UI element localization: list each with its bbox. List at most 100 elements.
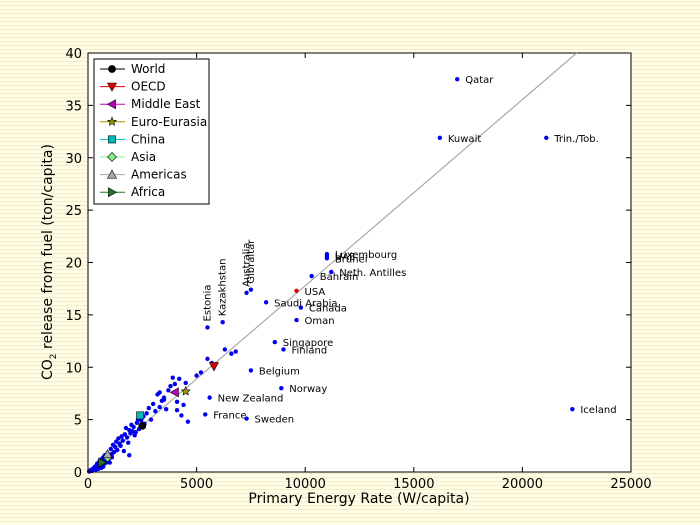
label-uae: UAE — [335, 252, 355, 263]
point-kuwait — [437, 135, 443, 141]
country-point — [174, 407, 180, 413]
y-tick-label: 10 — [65, 361, 82, 376]
label-singapore: Singapore — [283, 338, 333, 349]
country-point — [157, 390, 162, 395]
label-norway: Norway — [289, 384, 327, 395]
point-brunei — [324, 256, 330, 261]
region-africa-marker — [98, 457, 108, 468]
point-trin-tob — [544, 135, 549, 141]
x-tick-label: 5000 — [180, 477, 213, 492]
country-point — [116, 436, 121, 441]
country-point — [139, 418, 144, 423]
legend-label-asia: Asia — [131, 150, 156, 164]
country-point — [120, 438, 125, 443]
legend-marker-africa — [108, 187, 118, 198]
label-belgium: Belgium — [259, 366, 300, 377]
x-tick-label: 20000 — [502, 477, 543, 492]
country-point — [124, 435, 130, 440]
legend-marker-americas — [106, 169, 118, 179]
country-point — [205, 356, 210, 362]
country-point — [174, 399, 180, 405]
label-kazakhstan: Kazakhstan — [218, 259, 229, 317]
country-point — [123, 425, 129, 431]
point-france — [203, 412, 208, 417]
region-world-marker — [138, 422, 147, 430]
country-point — [148, 417, 154, 422]
country-point — [107, 460, 112, 465]
country-point — [127, 453, 132, 458]
country-point — [119, 434, 124, 439]
legend-marker-asia — [107, 152, 117, 162]
point-kazakhstan — [220, 320, 225, 325]
label-neth-antilles: Neth. Antilles — [339, 268, 406, 279]
fit-line — [87, 52, 578, 473]
point-iceland — [570, 406, 575, 412]
legend-label-world: World — [131, 62, 165, 76]
legend: World OECD Middle East Euro-Eurasia China Asi… — [93, 58, 210, 205]
point-australia — [244, 290, 249, 296]
legend-marker-china — [108, 135, 116, 144]
country-point — [146, 405, 152, 411]
label-france: France — [213, 410, 246, 421]
label-oman: Oman — [305, 316, 335, 327]
point-saudi-arabia — [263, 300, 269, 305]
legend-label-africa: Africa — [131, 185, 165, 199]
legend-label-americas: Americas — [131, 168, 187, 182]
country-point — [166, 388, 171, 393]
point-canada — [298, 305, 304, 310]
label-bahrain: Bahrain — [320, 272, 359, 283]
label-iceland: Iceland — [580, 405, 616, 416]
label-usa: USA — [305, 287, 326, 298]
point-qatar — [455, 76, 460, 82]
point-oman — [294, 317, 299, 323]
region-americas-marker — [102, 449, 113, 459]
country-point — [157, 404, 162, 410]
country-point — [153, 409, 158, 414]
country-point — [108, 446, 114, 452]
legend-label-middle-east: Middle East — [131, 97, 201, 111]
label-new-zealand: New Zealand — [218, 394, 284, 405]
point-new-zealand — [207, 395, 212, 400]
y-axis-label: CO2 release from fuel (ton/capita) — [40, 144, 59, 380]
country-point — [144, 411, 149, 416]
country-point — [172, 381, 178, 387]
legend-label-china: China — [131, 132, 165, 146]
legend-label-euro-eurasia: Euro-Eurasia — [131, 115, 207, 129]
x-tick-label: 15000 — [393, 477, 434, 492]
label-sweden: Sweden — [255, 415, 295, 426]
label-canada: Canada — [309, 304, 347, 315]
label-luxembourg: Luxembourg — [335, 250, 397, 261]
country-point — [101, 464, 106, 469]
country-point — [179, 413, 184, 418]
country-point — [177, 376, 182, 381]
region-china-marker — [136, 411, 145, 420]
y-tick-label: 40 — [65, 47, 82, 62]
label-australia: Australia — [242, 243, 253, 287]
point-gibraltar — [248, 287, 254, 292]
region-middle-east-marker — [169, 387, 179, 398]
country-point — [150, 401, 156, 407]
label-trin-tob: Trin./Tob. — [553, 134, 598, 145]
point-sweden — [244, 416, 249, 421]
y-tick-label: 5 — [74, 414, 82, 429]
label-qatar: Qatar — [465, 75, 494, 86]
country-point — [161, 397, 167, 402]
label-brunei: Brunei — [335, 254, 368, 265]
country-point — [168, 383, 173, 389]
point-singapore — [272, 339, 277, 345]
x-tick-label: 10000 — [285, 477, 326, 492]
point-usa — [294, 288, 299, 293]
label-kuwait: Kuwait — [448, 134, 481, 145]
region-oecd-marker — [208, 362, 219, 372]
legend-marker-euro-eurasia — [106, 116, 118, 127]
legend-marker-world — [108, 65, 116, 73]
point-estonia — [205, 325, 210, 330]
country-point — [181, 402, 186, 408]
y-tick-label: 0 — [74, 466, 82, 481]
country-point — [185, 419, 191, 424]
x-tick-label: 0 — [84, 477, 92, 492]
country-point — [131, 424, 136, 430]
country-point — [170, 375, 175, 380]
country-point — [194, 373, 199, 378]
